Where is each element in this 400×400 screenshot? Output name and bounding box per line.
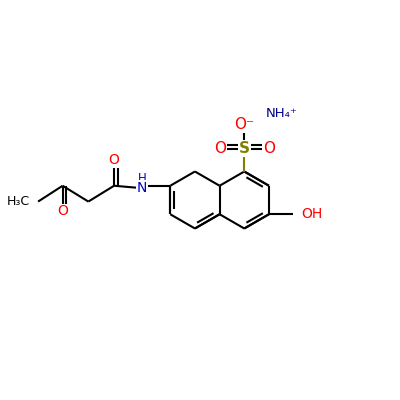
Text: NH₄⁺: NH₄⁺ bbox=[266, 107, 298, 120]
Text: N: N bbox=[136, 181, 147, 195]
Text: O: O bbox=[57, 204, 68, 218]
Text: O⁻: O⁻ bbox=[234, 117, 254, 132]
Text: O: O bbox=[109, 153, 120, 167]
Text: O: O bbox=[214, 141, 226, 156]
Text: O: O bbox=[263, 141, 275, 156]
Text: S: S bbox=[239, 141, 250, 156]
Text: OH: OH bbox=[302, 207, 323, 221]
Text: H: H bbox=[137, 172, 146, 185]
Text: H₃C: H₃C bbox=[6, 195, 29, 208]
